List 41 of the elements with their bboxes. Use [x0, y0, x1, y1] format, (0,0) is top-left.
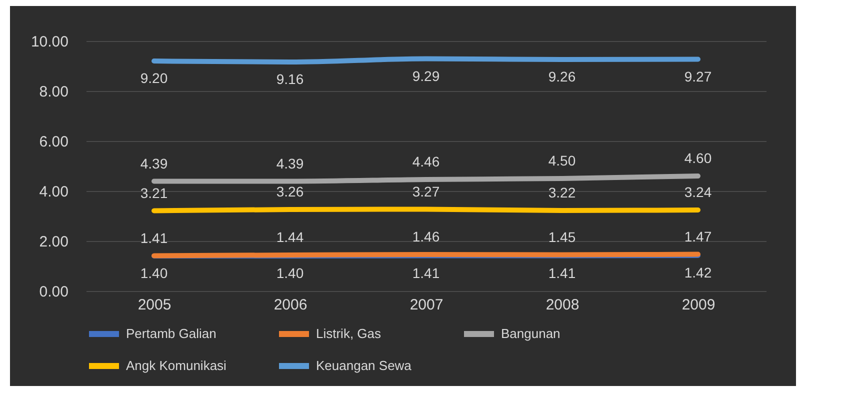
data-label: 1.45: [548, 228, 576, 245]
x-tick-label: 2007: [410, 296, 444, 314]
data-label: 9.20: [140, 70, 168, 86]
data-label: 4.50: [548, 152, 576, 168]
data-label: 1.41: [140, 230, 168, 246]
x-tick-label: 2006: [274, 296, 308, 314]
data-label: 1.42: [684, 264, 712, 280]
data-label: 3.21: [140, 184, 168, 201]
y-tick-label: 8.00: [39, 84, 68, 100]
data-label: 4.46: [412, 154, 440, 170]
data-label: 3.26: [276, 184, 304, 200]
y-tick-label: 0.00: [39, 284, 68, 300]
data-label: 3.27: [412, 183, 440, 200]
data-label: 9.26: [548, 68, 576, 84]
data-label: 3.24: [684, 184, 712, 200]
y-tick-label: 10.00: [30, 34, 68, 50]
data-label: 4.39: [276, 155, 304, 172]
x-tick-label: 2008: [546, 296, 580, 314]
legend-label: Keuangan Sewa: [316, 358, 412, 373]
x-tick-label: 2009: [682, 296, 716, 314]
y-tick-label: 2.00: [39, 234, 68, 250]
data-label: 9.29: [412, 68, 440, 84]
data-label: 1.41: [548, 264, 576, 281]
y-tick-label: 4.00: [39, 184, 68, 200]
legend-label: Listrik, Gas: [316, 326, 382, 341]
data-label: 1.40: [140, 265, 168, 281]
data-label: 4.60: [684, 150, 712, 166]
data-label: 9.16: [276, 71, 304, 87]
data-label: 1.44: [276, 229, 304, 245]
y-tick-label: 6.00: [39, 134, 68, 150]
data-label: 1.46: [412, 228, 440, 244]
legend-label: Angk Komunikasi: [126, 358, 227, 373]
legend-label: Bangunan: [501, 326, 560, 341]
x-tick-label: 2005: [138, 296, 172, 314]
data-label: 1.47: [684, 228, 712, 244]
data-label: 3.22: [548, 184, 576, 200]
data-label: 1.40: [276, 265, 304, 281]
legend-label: Pertamb Galian: [126, 326, 216, 341]
data-label: 4.39: [140, 155, 168, 172]
data-label: 1.41: [412, 264, 440, 281]
data-label: 9.27: [684, 68, 712, 84]
